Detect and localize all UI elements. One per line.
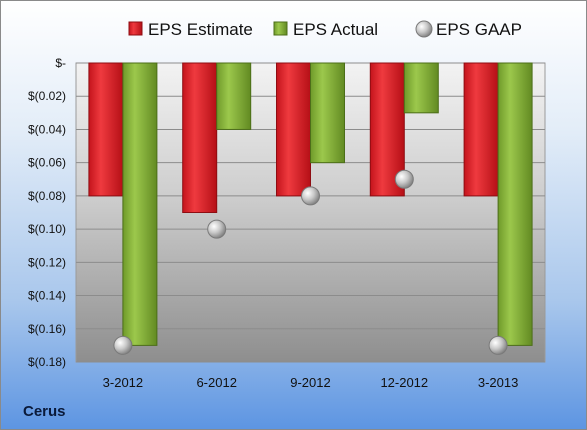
x-tick-label: 12-2012 [380, 375, 428, 390]
marker-eps-gaap [207, 219, 227, 239]
legend-label: EPS Estimate [148, 20, 253, 39]
legend-label: EPS GAAP [436, 20, 522, 39]
y-tick-label: $(0.18) [28, 355, 66, 369]
bar-eps-actual [497, 62, 533, 346]
plot-area: $- $(0.02) $(0.04) $(0.06) $(0.08) $(0.10) $(0… [28, 56, 546, 390]
bar-eps-estimate [182, 62, 218, 213]
legend-label: EPS Actual [293, 20, 378, 39]
legend-swatch-eps-gaap [415, 20, 433, 38]
x-tick-label: 6-2012 [196, 375, 236, 390]
legend-swatch-eps-actual [273, 21, 288, 36]
bar-eps-actual [403, 62, 439, 114]
y-tick-label: $(0.16) [28, 322, 66, 336]
marker-eps-gaap [488, 335, 508, 355]
y-tick-label: $(0.10) [28, 222, 66, 236]
bar-eps-actual [310, 62, 345, 164]
y-tick-label: $(0.02) [28, 89, 66, 103]
y-tick-label: $- [55, 56, 66, 70]
legend-swatch-eps-estimate [128, 21, 143, 36]
bar-eps-estimate [463, 62, 499, 197]
y-tick-label: $(0.08) [28, 189, 66, 203]
bar-eps-estimate [276, 62, 311, 197]
y-tick-label: $(0.12) [28, 255, 66, 269]
bar-eps-actual [122, 62, 158, 346]
y-tick-label: $(0.04) [28, 122, 66, 136]
x-tick-label: 3-2013 [478, 375, 518, 390]
marker-eps-gaap [301, 186, 320, 206]
marker-eps-gaap [394, 169, 414, 189]
x-tick-label: 9-2012 [290, 375, 330, 390]
bar-eps-estimate [369, 62, 405, 197]
legend: EPS Estimate EPS Actual EPS GAAP [128, 20, 522, 39]
y-tick-label: $(0.06) [28, 156, 66, 170]
x-tick-label: 3-2012 [103, 375, 143, 390]
bar-eps-actual [216, 62, 252, 130]
company-label: Cerus [23, 403, 66, 420]
y-tick-label: $(0.14) [28, 289, 66, 303]
marker-eps-gaap [113, 335, 133, 355]
bar-eps-estimate [88, 62, 124, 197]
